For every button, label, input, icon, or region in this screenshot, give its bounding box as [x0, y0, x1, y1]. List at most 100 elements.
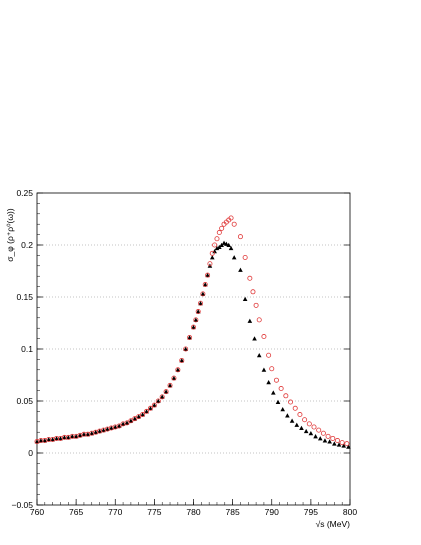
data-point-circle — [175, 367, 181, 373]
y-axis-title: σ_φ (ρ⁺ρ⁰(ω)) — [5, 208, 15, 262]
data-point-circle — [344, 441, 350, 447]
x-tick-label: 770 — [108, 507, 122, 517]
data-point-circle — [167, 382, 173, 388]
data-point-triangle — [109, 425, 114, 430]
data-point-triangle — [285, 413, 290, 418]
data-point-triangle — [200, 291, 206, 296]
data-point-triangle — [226, 242, 232, 247]
data-point-triangle — [97, 428, 102, 434]
data-point-triangle — [155, 398, 161, 403]
data-point-circle — [316, 427, 322, 433]
data-point-circle — [216, 230, 222, 236]
data-point-circle — [155, 398, 161, 404]
data-point-triangle — [66, 435, 71, 440]
data-point-triangle — [128, 418, 134, 423]
data-point-triangle — [217, 244, 222, 250]
data-point-circle — [116, 423, 122, 429]
data-point-triangle — [89, 430, 95, 436]
data-point-triangle — [266, 379, 271, 385]
x-tick-label: 765 — [69, 507, 83, 517]
data-point-triangle — [81, 431, 87, 437]
data-point-circle — [283, 393, 289, 399]
data-point-circle — [163, 389, 169, 395]
data-point-triangle — [195, 309, 201, 314]
data-point-circle — [200, 291, 206, 297]
data-point-circle — [128, 418, 134, 424]
data-point-triangle — [148, 405, 153, 411]
data-point-triangle — [322, 438, 328, 443]
y-tick-label: 0.15 — [16, 292, 33, 302]
data-point-triangle — [116, 423, 122, 428]
data-point-circle — [261, 334, 267, 340]
data-point-circle — [183, 346, 189, 352]
y-tick-label: 0.05 — [16, 396, 33, 406]
data-point-triangle — [140, 412, 145, 417]
data-point-triangle — [327, 439, 332, 444]
x-tick-label: 800 — [343, 507, 357, 517]
data-point-circle — [334, 438, 340, 444]
data-point-circle — [132, 416, 138, 422]
data-point-triangle — [205, 272, 210, 278]
data-point-triangle — [221, 240, 227, 245]
data-point-circle — [195, 309, 201, 315]
x-axis-title: √s (MeV) — [316, 519, 351, 529]
data-point-triangle — [93, 429, 98, 435]
data-point-triangle — [341, 443, 347, 448]
x-tick-label: 775 — [147, 507, 161, 517]
data-point-triangle — [167, 383, 173, 388]
data-point-triangle — [144, 409, 149, 414]
data-point-triangle — [183, 346, 188, 351]
x-tick-label: 790 — [265, 507, 279, 517]
data-point-circle — [273, 377, 279, 383]
data-point-triangle — [313, 434, 318, 439]
data-point-triangle — [242, 296, 248, 302]
x-tick-label: 785 — [226, 507, 240, 517]
data-point-triangle — [256, 352, 262, 358]
data-point-circle — [179, 357, 185, 363]
data-point-triangle — [58, 436, 63, 441]
data-point-triangle — [179, 358, 185, 363]
data-point-circle — [159, 394, 165, 400]
data-point-circle — [190, 324, 196, 330]
data-point-circle — [198, 300, 204, 306]
data-point-triangle — [120, 421, 126, 426]
data-point-triangle — [317, 436, 323, 441]
data-point-triangle — [261, 367, 267, 372]
data-point-circle — [193, 317, 199, 323]
data-point-circle — [209, 250, 215, 256]
data-point-triangle — [73, 434, 79, 439]
data-point-circle — [253, 302, 259, 308]
data-point-triangle — [187, 335, 192, 340]
data-point-triangle — [289, 418, 295, 423]
data-point-triangle — [163, 389, 169, 394]
data-point-triangle — [69, 434, 75, 439]
y-tick-label: 0 — [28, 448, 33, 458]
data-point-circle — [214, 236, 220, 242]
data-point-triangle — [280, 407, 286, 412]
data-point-circle — [330, 435, 336, 441]
data-point-triangle — [224, 241, 229, 246]
data-point-triangle — [62, 435, 67, 440]
y-tick-label: −0.05 — [11, 500, 33, 510]
data-point-triangle — [209, 255, 215, 260]
data-point-circle — [320, 430, 326, 436]
data-point-triangle — [124, 420, 130, 425]
data-point-triangle — [231, 255, 237, 260]
x-tick-label: 760 — [30, 507, 44, 517]
data-point-circle — [219, 225, 225, 231]
data-point-triangle — [50, 437, 55, 442]
x-tick-label: 780 — [186, 507, 200, 517]
data-point-circle — [237, 234, 243, 240]
y-tick-label: 0.2 — [21, 240, 33, 250]
data-point-triangle — [202, 282, 208, 287]
data-point-triangle — [238, 267, 243, 272]
data-point-circle — [228, 215, 234, 221]
data-point-circle — [256, 317, 262, 323]
data-point-triangle — [308, 430, 314, 436]
y-tick-label: 0.1 — [21, 344, 33, 354]
data-point-circle — [205, 272, 211, 278]
data-point-triangle — [303, 428, 309, 434]
data-point-triangle — [299, 425, 304, 430]
data-point-circle — [140, 412, 146, 418]
